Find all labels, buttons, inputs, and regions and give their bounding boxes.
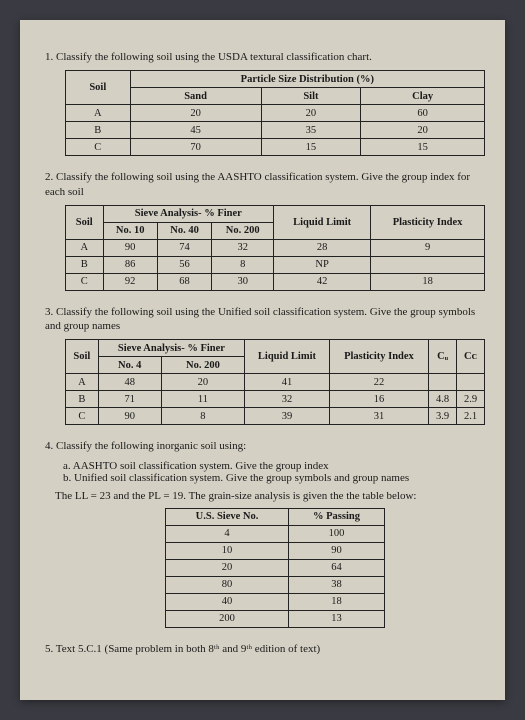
question-2: 2. Classify the following soil using the…	[45, 170, 480, 291]
q3-col-cu: Cᵤ	[429, 340, 457, 374]
q3-col-cc: Cᴄ	[457, 340, 485, 374]
q2-col-10: No. 10	[103, 222, 157, 239]
q1-col-clay: Clay	[361, 88, 485, 105]
table-row: 2064	[166, 559, 385, 576]
table-row: A48204122	[66, 374, 485, 391]
q4-col-pass: % Passing	[289, 508, 385, 525]
q3-col-ll: Liquid Limit	[245, 340, 330, 374]
q3-col-200: No. 200	[161, 357, 244, 374]
q3-header-span: Sieve Analysis- % Finer	[98, 340, 244, 357]
table-row: 8038	[166, 576, 385, 593]
q3-table: Soil Sieve Analysis- % Finer Liquid Limi…	[65, 339, 485, 425]
question-5: 5. Text 5.C.1 (Same problem in both 8ᵗʰ …	[45, 642, 480, 656]
q4-table: U.S. Sieve No. % Passing 4100 1090 2064 …	[165, 508, 385, 628]
table-row: 4100	[166, 525, 385, 542]
table-row: A202060	[66, 105, 485, 122]
q3-col-pi: Plasticity Index	[329, 340, 428, 374]
q1-text: 1. Classify the following soil using the…	[45, 50, 480, 64]
question-1: 1. Classify the following soil using the…	[45, 50, 480, 156]
worksheet-page: 1. Classify the following soil using the…	[20, 20, 505, 700]
q2-text: 2. Classify the following soil using the…	[45, 170, 480, 199]
table-row: B86568NP	[66, 256, 485, 273]
q4-b: b. Unified soil classification system. G…	[45, 472, 480, 484]
question-3: 3. Classify the following soil using the…	[45, 305, 480, 426]
q1-header-span: Particle Size Distribution (%)	[130, 71, 484, 88]
q2-col-ll: Liquid Limit	[274, 205, 371, 239]
q2-col-200: No. 200	[212, 222, 274, 239]
q3-text: 3. Classify the following soil using the…	[45, 305, 480, 334]
q1-table: Soil Particle Size Distribution (%) Sand…	[65, 70, 485, 156]
q2-col-soil: Soil	[66, 205, 104, 239]
q4-text: 4. Classify the following inorganic soil…	[45, 439, 480, 453]
q3-col-4: No. 4	[98, 357, 161, 374]
table-row: 4018	[166, 593, 385, 610]
table-row: B711132164.82.9	[66, 391, 485, 408]
q2-table: Soil Sieve Analysis- % Finer Liquid Limi…	[65, 205, 485, 291]
q1-col-sand: Sand	[130, 88, 261, 105]
table-row: C9268304218	[66, 273, 485, 290]
table-row: A907432289	[66, 239, 485, 256]
question-4: 4. Classify the following inorganic soil…	[45, 439, 480, 627]
q2-header-span: Sieve Analysis- % Finer	[103, 205, 274, 222]
table-row: C90839313.92.1	[66, 408, 485, 425]
table-row: B453520	[66, 122, 485, 139]
table-row: C701515	[66, 139, 485, 156]
table-row: 1090	[166, 542, 385, 559]
q4-col-sieve: U.S. Sieve No.	[166, 508, 289, 525]
q4-note: The LL = 23 and the PL = 19. The grain-s…	[55, 490, 480, 502]
q2-col-pi: Plasticity Index	[371, 205, 485, 239]
q1-col-soil: Soil	[66, 71, 131, 105]
q5-text: 5. Text 5.C.1 (Same problem in both 8ᵗʰ …	[45, 642, 480, 656]
q1-col-silt: Silt	[261, 88, 361, 105]
q2-col-40: No. 40	[157, 222, 211, 239]
q4-a: a. AASHTO soil classification system. Gi…	[45, 460, 480, 472]
q3-col-soil: Soil	[66, 340, 99, 374]
table-row: 20013	[166, 610, 385, 627]
